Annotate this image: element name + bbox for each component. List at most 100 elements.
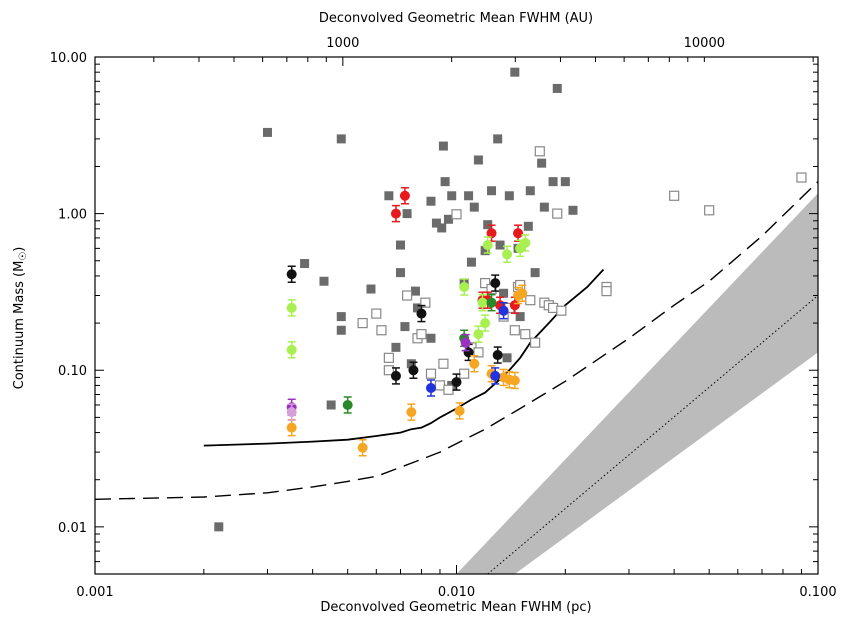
filled-square-point [552,83,562,93]
open-square-point [357,317,368,329]
black-circle-point [416,308,427,319]
filled-square-point [495,240,505,250]
dotted-line [487,295,819,575]
filled-square-point [391,342,401,352]
filled-square-point [326,400,336,410]
filled-square-point [402,209,412,219]
open-square-point [796,172,807,183]
filled-square-point [396,240,406,250]
open-square-point [601,286,612,297]
y-tick-label: 10.00 [50,51,87,66]
green-circle-point [486,297,497,308]
open-square-point [704,205,715,216]
open-square-point [434,380,446,391]
open-square-point [669,190,680,201]
open-square-point [534,146,545,157]
orange-circle-point [357,442,368,453]
black-circle-point [490,278,501,289]
filled-square-point [499,288,509,298]
filled-square-point [396,268,406,278]
filled-square-point [440,177,450,187]
filled-square-point [400,322,410,332]
open-square-point [376,325,387,336]
filled-square-point [426,196,436,206]
red-circle-point [486,228,497,239]
filled-square-point [493,134,503,144]
axes-layer: 0.001 0.010 0.100 0.01 0.10 1.00 10.00 1000 1000… [50,36,837,600]
filled-square-point [537,158,547,168]
y-axis-label-main: Continuum Mass (M [12,261,27,390]
orange-circle-point [406,407,417,418]
black-circle-point [492,350,503,361]
orange-circle-point [454,405,465,416]
pink-circle-point [286,407,297,418]
y-axis-label-close: ) [12,247,27,252]
filled-square-point [384,191,394,201]
lightgreen-circle-point [459,281,470,292]
x-tick-label: 0.010 [438,585,475,600]
orange-circle-point [469,358,480,369]
filled-square-point [426,333,436,343]
filled-square-point [366,284,376,294]
filled-square-point [336,312,346,322]
red-circle-point [399,190,410,201]
open-square-point [473,347,484,358]
purple-circle-point [460,337,471,348]
filled-square-point [431,218,441,228]
black-circle-point [408,365,419,376]
circles-layer [286,187,531,457]
filled-square-point [539,202,549,212]
open-square-point [371,308,382,319]
open-square-point [420,297,431,308]
filled-square-point [410,286,420,296]
top-axis-label: Deconvolved Geometric Mean FWHM (AU) [319,11,593,26]
open-square-point [556,305,567,316]
open-square-point [552,208,563,219]
filled-square-point [530,268,540,278]
open-square-point [480,278,491,289]
filled-square-point [510,67,520,77]
black-circle-point [451,377,462,388]
x-tick-label: 0.001 [76,585,113,600]
filled-square-point [548,177,558,187]
filled-square-point [504,191,514,201]
open-square-point [383,352,394,363]
open-square-point [509,325,520,336]
y-tick-label: 1.00 [58,208,87,223]
filled-square-point [466,257,476,267]
filled-square-point [319,276,329,286]
filled-square-point [300,259,310,269]
filled-square-point [214,522,224,532]
open-square-point [401,290,413,301]
open-square-point [525,295,536,306]
filled-square-point [412,303,422,313]
open-square-point [530,337,541,348]
filled-square-point [480,246,490,256]
y-axis-label-sun: ☉ [18,252,29,261]
filled-square-point [443,214,453,224]
open-square-point [451,209,462,220]
filled-square-point [523,221,533,231]
y-tick-label: 0.01 [58,521,87,536]
filled-square-point [469,202,479,212]
filled-square-point [560,177,570,187]
filled-square-point [525,186,535,196]
lightgreen-circle-point [482,240,493,251]
y-axis-label: Continuum Mass (M☉) [12,247,29,390]
filled-square-point [262,127,272,137]
lightgreen-circle-point [286,344,297,355]
blue-circle-point [498,305,509,316]
black-circle-point [286,269,297,280]
open-square-point [547,302,559,314]
orange-circle-point [509,375,520,386]
black-circle-point [390,370,401,381]
filled-square-point [502,353,512,363]
lightgreen-circle-point [480,318,491,329]
lightgreen-circle-point [520,237,531,248]
open-square-point [438,358,449,369]
x-axis-label: Deconvolved Geometric Mean FWHM (pc) [320,600,591,615]
y-tick-label: 0.10 [58,364,87,379]
orange-circle-point [286,422,297,433]
open-square-point [520,329,531,340]
lightgreen-circle-point [477,297,488,308]
